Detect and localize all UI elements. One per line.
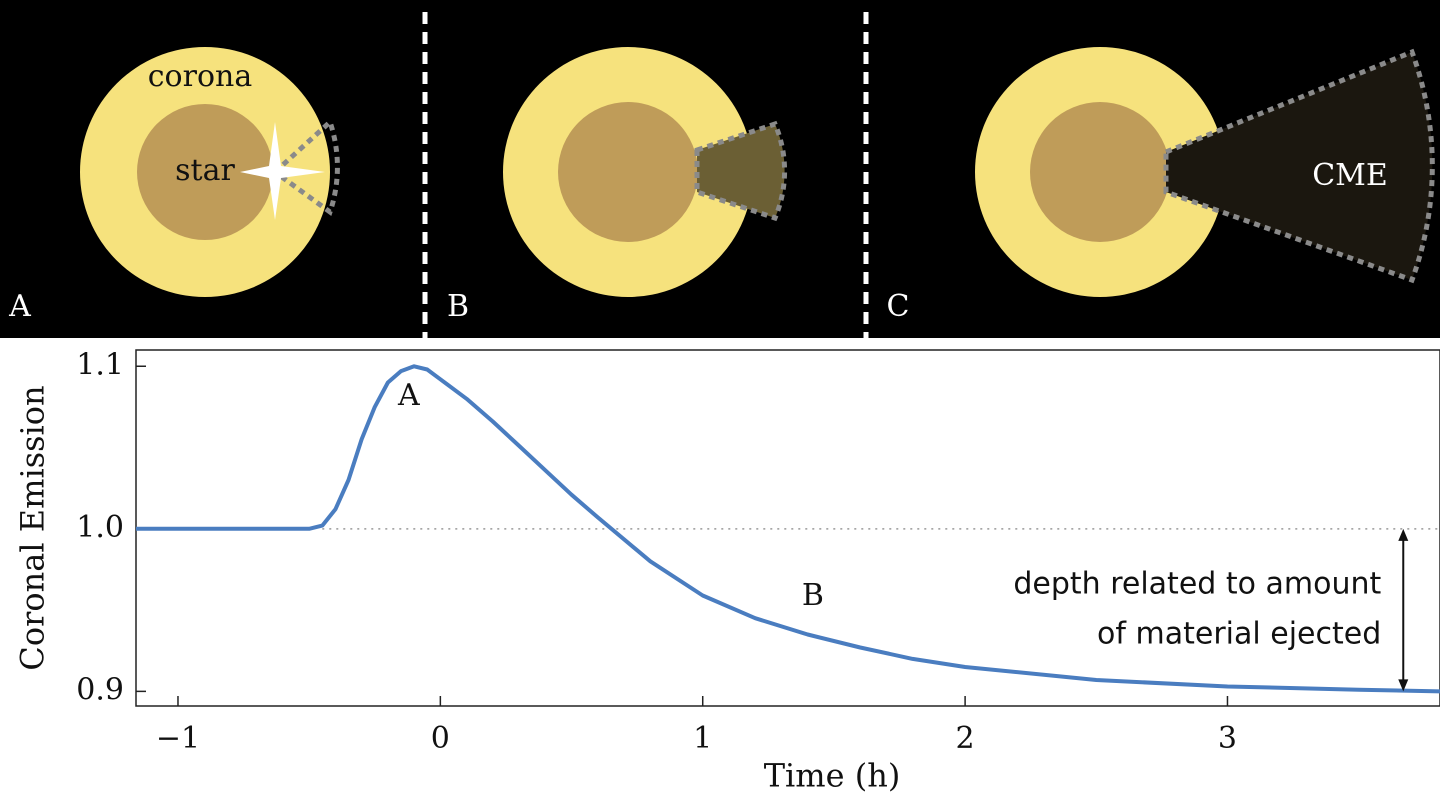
flare (240, 122, 325, 220)
cme (1163, 48, 1435, 284)
x-tick-label: 0 (431, 721, 450, 756)
panel-label: A (8, 289, 31, 324)
cme-cone (271, 117, 340, 217)
arrow-head (1398, 528, 1409, 541)
y-axis-label: Coronal Emission (14, 385, 52, 670)
cme (694, 120, 788, 222)
arrow-head (1398, 679, 1409, 692)
annotation: depth related to amount (1013, 567, 1381, 602)
annotation: A (397, 378, 420, 413)
x-tick-label: −1 (156, 721, 200, 756)
line (136, 364, 1440, 694)
x-axis-label: Time (h) (764, 757, 901, 795)
star (1030, 102, 1170, 242)
annotation: of material ejected (1097, 617, 1381, 652)
y-tick-label: 1.1 (76, 347, 124, 382)
x-tick-label: 3 (1218, 721, 1237, 756)
x-tick-label: 2 (956, 721, 975, 756)
x-tick-label: 1 (693, 721, 712, 756)
panel-label: B (447, 289, 469, 324)
label: corona (148, 59, 253, 94)
y-tick-label: 0.9 (76, 672, 124, 707)
plot-frame (135, 349, 1440, 707)
star (558, 102, 698, 242)
star (137, 104, 273, 240)
label: CME (1312, 158, 1388, 193)
annotation: B (802, 578, 824, 613)
panel-label: C (887, 289, 910, 324)
label: star (175, 153, 235, 188)
y-tick-label: 1.0 (76, 510, 124, 545)
